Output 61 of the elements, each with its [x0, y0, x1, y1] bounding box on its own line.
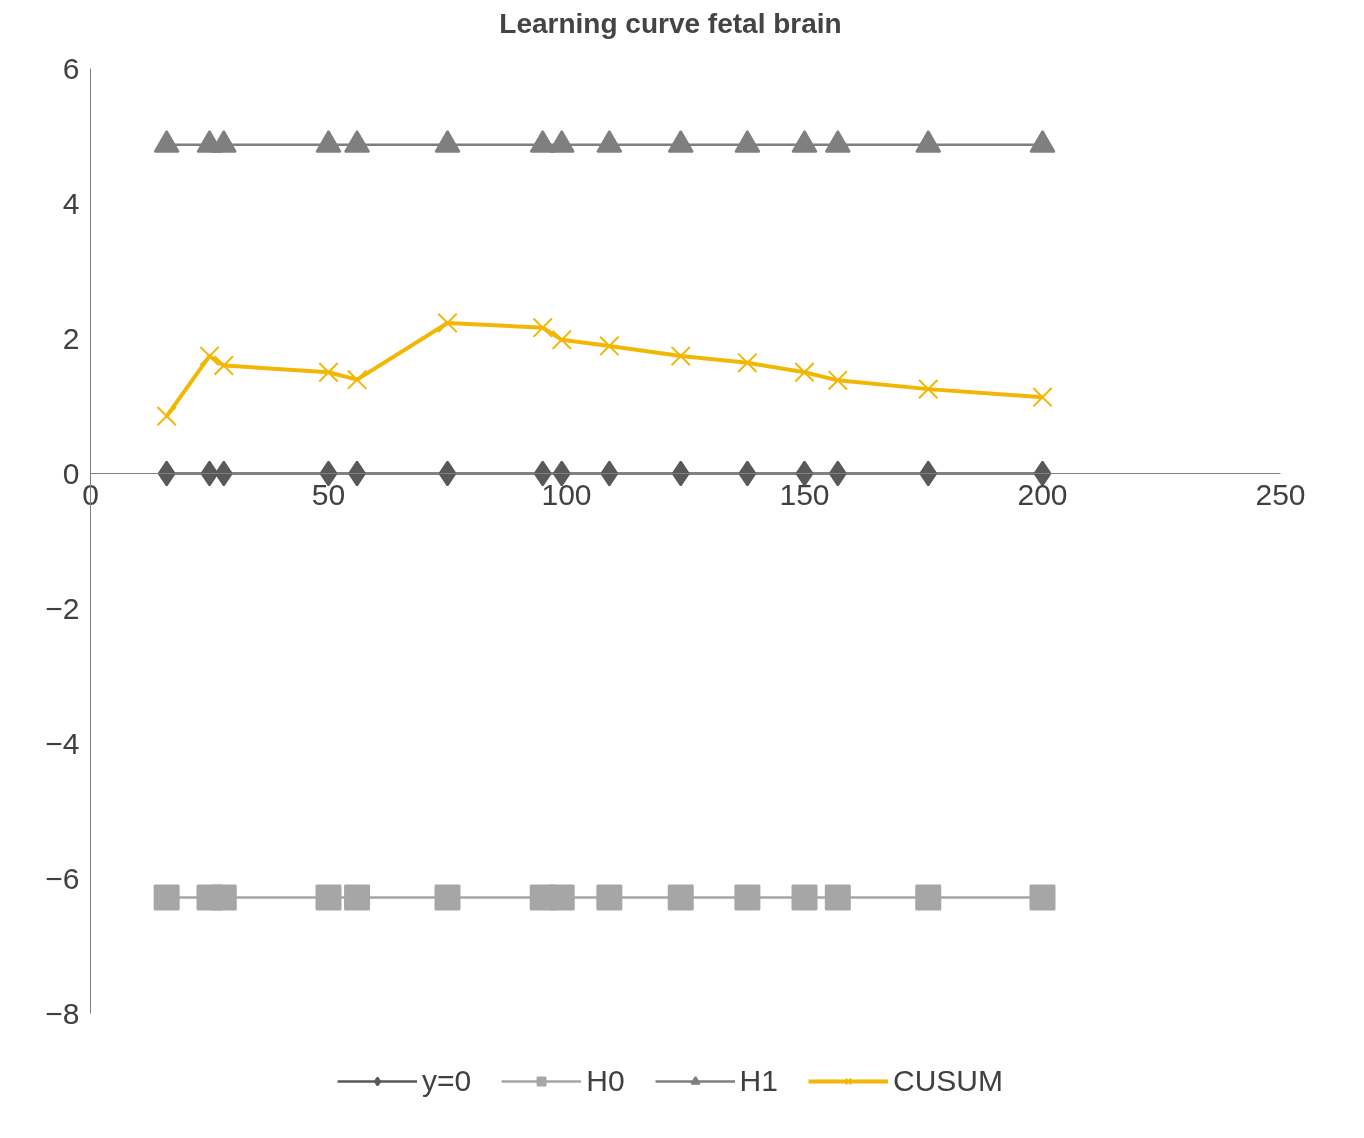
x-tick-label: 100: [541, 477, 592, 511]
point: [1033, 460, 1052, 487]
point: [551, 329, 572, 351]
point: [600, 460, 619, 487]
point: [915, 884, 942, 911]
point: [533, 460, 552, 487]
point: [667, 884, 694, 911]
y-tick-label: −2: [45, 591, 80, 625]
point: [437, 312, 458, 334]
point: [1029, 884, 1056, 911]
point: [737, 352, 758, 373]
point: [210, 884, 237, 911]
point: [438, 460, 457, 487]
x-tick-label: 200: [1017, 477, 1068, 511]
point: [153, 884, 180, 911]
point: [156, 405, 177, 427]
point: [828, 460, 847, 487]
point: [318, 362, 339, 383]
y-tick-label: 0: [62, 456, 80, 490]
y-tick-label: 6: [62, 51, 80, 85]
point: [552, 460, 571, 487]
point: [734, 884, 761, 911]
point: [346, 369, 368, 390]
point: [434, 884, 461, 911]
point: [795, 460, 814, 487]
chart-title: Learning curve fetal brain: [499, 7, 842, 39]
point: [344, 884, 371, 911]
x-tick-label: 250: [1255, 477, 1306, 511]
point: [827, 370, 849, 391]
legend-label: CUSUM: [892, 1064, 1003, 1098]
point: [213, 355, 234, 376]
point: [348, 460, 367, 487]
point: [670, 345, 691, 367]
y-tick-label: 2: [62, 321, 80, 355]
point: [214, 460, 233, 487]
point: [157, 460, 176, 487]
point: [671, 460, 690, 487]
y-tick-label: 4: [62, 186, 80, 220]
point: [532, 317, 553, 338]
point: [199, 345, 220, 367]
point: [315, 884, 342, 911]
point: [918, 378, 939, 400]
point: [824, 884, 851, 911]
point: [319, 460, 338, 487]
point: [919, 460, 938, 487]
legend-label: H0: [586, 1064, 625, 1098]
x-tick-label: 50: [311, 477, 346, 511]
y-tick-label: −4: [45, 726, 80, 760]
point: [738, 460, 757, 487]
y-tick-label: −8: [45, 996, 80, 1030]
legend-label: y=0: [422, 1064, 472, 1098]
legend-label: H1: [739, 1064, 778, 1098]
point: [200, 460, 219, 487]
point: [599, 335, 620, 357]
point: [791, 884, 818, 911]
point: [794, 362, 815, 383]
point: [1032, 387, 1053, 408]
point: [596, 884, 623, 911]
x-tick-label: 150: [779, 477, 830, 511]
y-tick-label: −6: [45, 861, 80, 895]
point: [548, 884, 575, 911]
